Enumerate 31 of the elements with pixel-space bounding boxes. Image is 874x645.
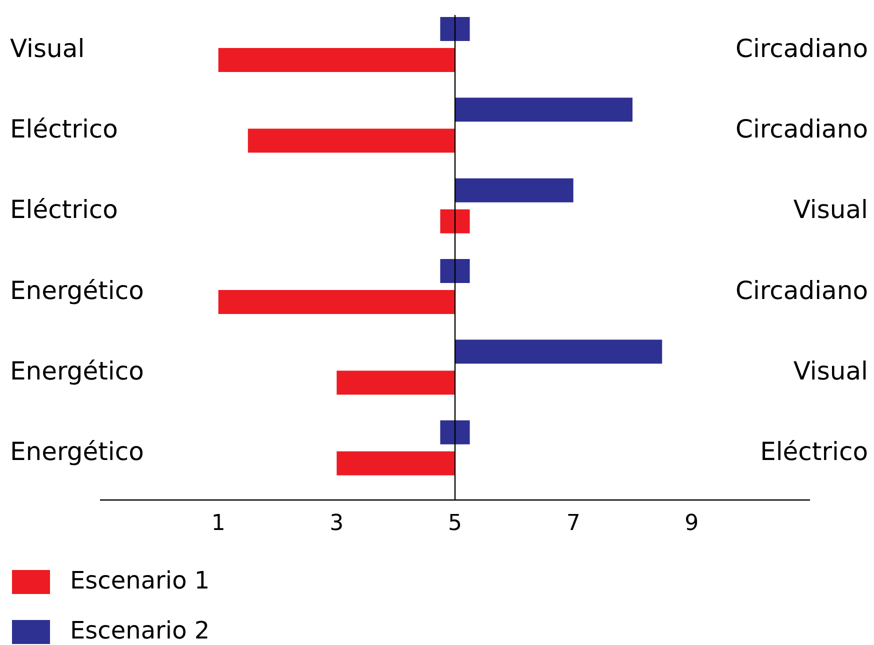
bar bbox=[336, 370, 455, 395]
bar bbox=[336, 451, 455, 476]
bar bbox=[248, 128, 455, 153]
x-tick-label: 1 bbox=[211, 511, 226, 536]
y2-tick-label: Circadiano bbox=[736, 114, 868, 144]
y-tick-label: Eléctrico bbox=[10, 195, 118, 224]
y-tick-label: Eléctrico bbox=[10, 114, 118, 144]
x-tick-label: 9 bbox=[684, 511, 699, 536]
x-tick-label: 7 bbox=[566, 511, 580, 536]
legend-label: Escenario 1 bbox=[70, 566, 210, 595]
bar bbox=[455, 178, 574, 202]
bar bbox=[440, 209, 470, 234]
legend-label: Escenario 2 bbox=[70, 616, 210, 645]
y-tick-label: Energético bbox=[10, 437, 144, 466]
y-tick-label: Energético bbox=[10, 356, 144, 386]
y2-tick-label: Circadiano bbox=[736, 276, 868, 305]
y2-tick-label: Visual bbox=[793, 356, 868, 386]
bar bbox=[218, 48, 455, 72]
y2-tick-label: Circadiano bbox=[736, 34, 868, 63]
x-tick-label: 3 bbox=[330, 511, 344, 536]
bar bbox=[440, 420, 470, 444]
x-tick-label: 5 bbox=[448, 511, 462, 536]
y-tick-label: Visual bbox=[10, 34, 85, 63]
bar bbox=[440, 259, 470, 283]
bar bbox=[440, 17, 470, 41]
y-tick-label: Energético bbox=[10, 276, 144, 305]
y2-tick-label: Eléctrico bbox=[760, 437, 868, 466]
bar bbox=[218, 290, 455, 314]
bar bbox=[455, 340, 662, 364]
y2-tick-label: Visual bbox=[793, 195, 868, 224]
bar bbox=[455, 98, 632, 122]
